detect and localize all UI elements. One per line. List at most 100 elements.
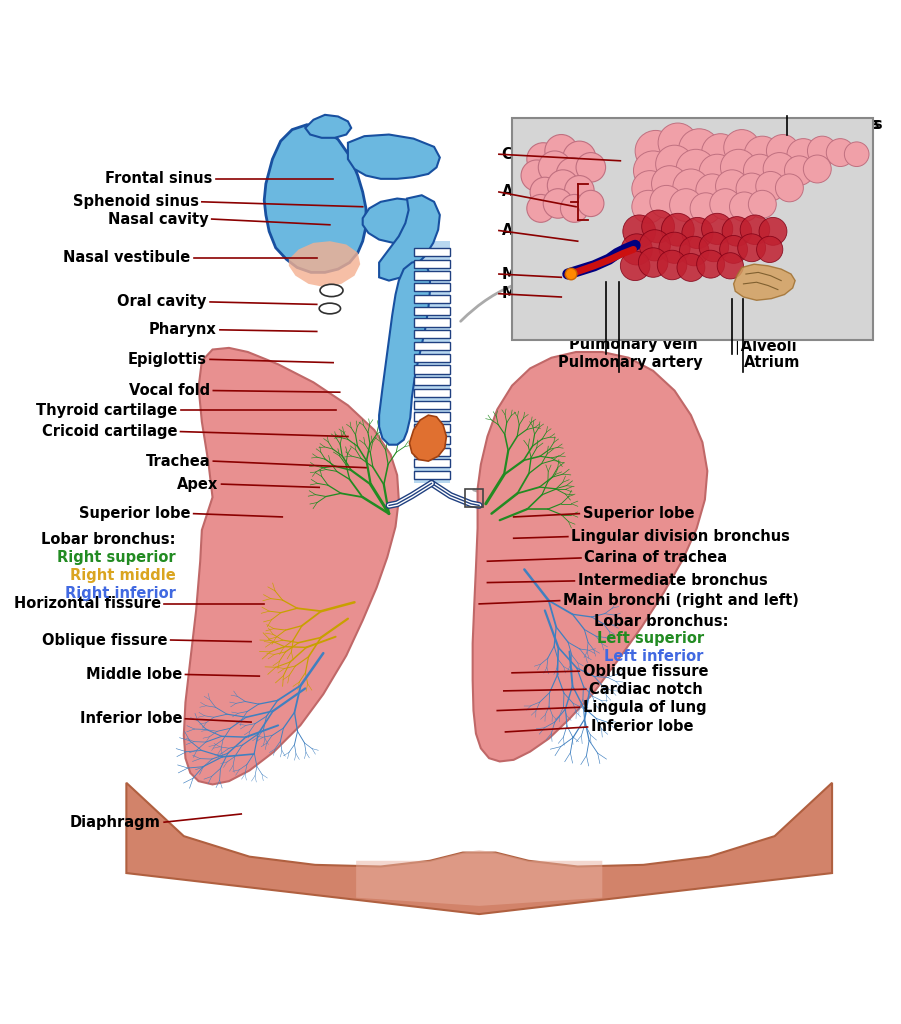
Text: Lingula of lung: Lingula of lung xyxy=(583,699,706,715)
Text: Diaphragm: Diaphragm xyxy=(70,815,160,829)
Circle shape xyxy=(699,155,735,190)
Text: Sphenoid sinus: Sphenoid sinus xyxy=(73,195,198,209)
Ellipse shape xyxy=(319,303,341,313)
Circle shape xyxy=(690,193,722,224)
Text: Thyroid cartilage: Thyroid cartilage xyxy=(36,402,177,418)
Circle shape xyxy=(826,138,854,167)
Circle shape xyxy=(556,158,589,190)
Circle shape xyxy=(844,142,869,167)
Circle shape xyxy=(621,233,652,265)
Circle shape xyxy=(545,134,578,167)
Polygon shape xyxy=(414,377,450,385)
Text: Frontal sinus: Frontal sinus xyxy=(105,171,213,186)
Circle shape xyxy=(563,141,596,174)
Circle shape xyxy=(699,232,729,262)
Text: Cardiac notch: Cardiac notch xyxy=(589,682,703,696)
Polygon shape xyxy=(184,348,399,784)
Circle shape xyxy=(756,171,786,201)
Text: Oblique fissure: Oblique fissure xyxy=(41,633,168,647)
Text: Right middle: Right middle xyxy=(70,567,176,583)
Text: Pulmonary vein: Pulmonary vein xyxy=(569,337,698,352)
Polygon shape xyxy=(305,115,351,138)
Polygon shape xyxy=(414,306,450,315)
Circle shape xyxy=(787,138,820,171)
Circle shape xyxy=(715,170,749,203)
Circle shape xyxy=(757,237,783,262)
Ellipse shape xyxy=(320,285,343,297)
Polygon shape xyxy=(414,260,450,268)
Circle shape xyxy=(658,123,697,163)
Circle shape xyxy=(720,236,748,263)
Text: Capillary beds: Capillary beds xyxy=(762,117,880,132)
Circle shape xyxy=(702,134,740,171)
Polygon shape xyxy=(414,318,450,327)
Circle shape xyxy=(710,188,741,220)
Circle shape xyxy=(527,195,555,222)
Polygon shape xyxy=(414,447,450,456)
Text: Epiglottis: Epiglottis xyxy=(128,352,206,367)
Text: Apex: Apex xyxy=(177,476,218,492)
Text: Carina of trachea: Carina of trachea xyxy=(584,551,727,565)
Circle shape xyxy=(679,237,709,266)
Text: Main bronchi (right and left): Main bronchi (right and left) xyxy=(563,593,799,608)
Polygon shape xyxy=(379,261,430,444)
Text: Oblique fissure: Oblique fissure xyxy=(583,664,708,679)
Circle shape xyxy=(744,136,780,172)
Text: Alveolar sacs: Alveolar sacs xyxy=(502,184,611,200)
Text: Nasal vestibule: Nasal vestibule xyxy=(63,250,190,265)
Text: │Alveoli: │Alveoli xyxy=(732,336,796,353)
Circle shape xyxy=(807,136,837,166)
Circle shape xyxy=(578,190,604,217)
Circle shape xyxy=(696,174,729,207)
Text: Mucous gland: Mucous gland xyxy=(502,266,616,282)
Polygon shape xyxy=(473,352,707,762)
Bar xyxy=(465,489,483,507)
Polygon shape xyxy=(733,264,796,300)
Polygon shape xyxy=(414,436,450,444)
Circle shape xyxy=(639,229,670,261)
Text: Middle lobe: Middle lobe xyxy=(86,667,182,682)
Polygon shape xyxy=(414,271,450,280)
Circle shape xyxy=(635,130,676,171)
Circle shape xyxy=(724,130,760,166)
Circle shape xyxy=(632,171,668,207)
Circle shape xyxy=(804,155,832,183)
Circle shape xyxy=(659,232,690,263)
Circle shape xyxy=(538,151,571,183)
Circle shape xyxy=(767,134,799,167)
Text: Trachea: Trachea xyxy=(145,454,210,469)
Polygon shape xyxy=(289,242,360,287)
Text: Connective tissue: Connective tissue xyxy=(502,146,650,162)
Circle shape xyxy=(576,153,605,182)
Polygon shape xyxy=(363,199,434,243)
Polygon shape xyxy=(414,342,450,350)
Text: Lobar bronchus:: Lobar bronchus: xyxy=(594,614,729,630)
Circle shape xyxy=(763,153,796,185)
Text: Superior lobe: Superior lobe xyxy=(583,506,694,521)
Circle shape xyxy=(749,190,777,218)
Circle shape xyxy=(738,233,766,262)
Text: Right inferior: Right inferior xyxy=(65,586,176,601)
Circle shape xyxy=(678,129,720,170)
Text: Capillary beds: Capillary beds xyxy=(765,117,882,132)
Polygon shape xyxy=(414,471,450,479)
Circle shape xyxy=(560,195,588,222)
Circle shape xyxy=(730,191,759,221)
Circle shape xyxy=(642,210,675,243)
Circle shape xyxy=(776,174,804,202)
Text: Mucosal lining: Mucosal lining xyxy=(502,287,621,301)
Circle shape xyxy=(736,173,768,204)
Bar xyxy=(512,118,873,340)
Polygon shape xyxy=(356,850,602,906)
Polygon shape xyxy=(126,782,832,914)
Circle shape xyxy=(621,251,650,281)
Circle shape xyxy=(702,213,733,245)
Text: Horizontal fissure: Horizontal fissure xyxy=(14,596,160,611)
Circle shape xyxy=(785,156,814,185)
Circle shape xyxy=(566,268,577,280)
Circle shape xyxy=(547,170,578,201)
Circle shape xyxy=(682,217,713,249)
Polygon shape xyxy=(409,415,446,461)
Circle shape xyxy=(759,217,787,246)
Circle shape xyxy=(543,188,573,218)
